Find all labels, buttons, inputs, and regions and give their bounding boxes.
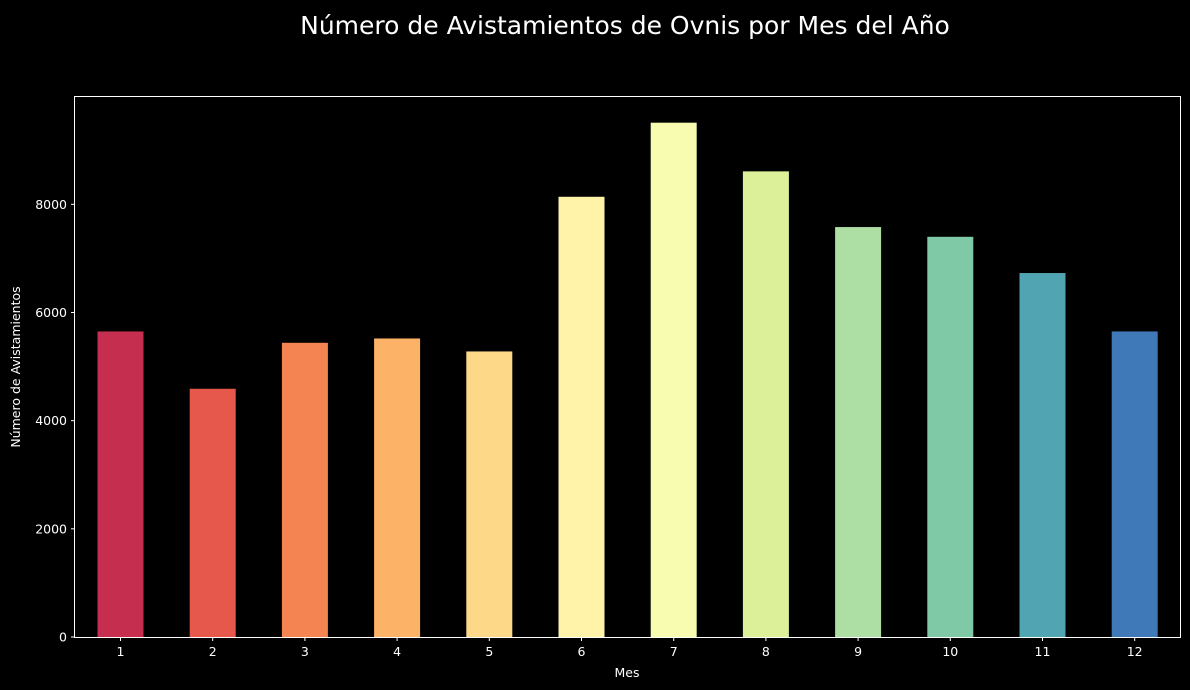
y-axis-label: Número de Avistamientos (8, 286, 23, 447)
bar-month-3 (281, 342, 328, 637)
bar-month-8 (742, 171, 789, 637)
y-tick-label: 2000 (35, 521, 67, 536)
bar-month-4 (374, 338, 421, 637)
plot-frame (74, 96, 1181, 638)
x-tick-label: 12 (1127, 644, 1143, 659)
x-tick-label: 1 (117, 644, 125, 659)
x-tick-label: 6 (578, 644, 586, 659)
bar-month-2 (189, 388, 236, 637)
y-tick-label: 8000 (35, 197, 67, 212)
x-tick-label: 5 (485, 644, 493, 659)
bar-month-5 (466, 351, 513, 637)
y-tick-label: 4000 (35, 413, 67, 428)
chart-title: Número de Avistamientos de Ovnis por Mes… (300, 11, 950, 40)
x-tick-label: 4 (393, 644, 401, 659)
x-axis-ticks: 1 2 3 4 5 6 7 8 9 10 11 12 (117, 637, 1143, 659)
bars-group (97, 122, 1158, 638)
x-tick-label: 2 (209, 644, 217, 659)
bar-month-12 (1111, 331, 1158, 637)
bar-month-11 (1019, 273, 1066, 637)
x-tick-label: 7 (670, 644, 678, 659)
bar-month-10 (927, 236, 974, 638)
x-tick-label: 8 (762, 644, 770, 659)
bar-month-6 (558, 196, 605, 637)
y-tick-label: 6000 (35, 305, 67, 320)
y-axis-ticks: 0 2000 4000 6000 8000 (35, 197, 75, 645)
x-tick-label: 11 (1035, 644, 1051, 659)
x-tick-label: 9 (854, 644, 862, 659)
bar-month-9 (835, 227, 882, 637)
x-tick-label: 3 (301, 644, 309, 659)
x-tick-label: 10 (942, 644, 958, 659)
bar-month-1 (97, 331, 144, 637)
bar-month-7 (650, 122, 697, 637)
y-tick-label: 0 (59, 630, 67, 645)
x-axis-label: Mes (615, 665, 640, 680)
